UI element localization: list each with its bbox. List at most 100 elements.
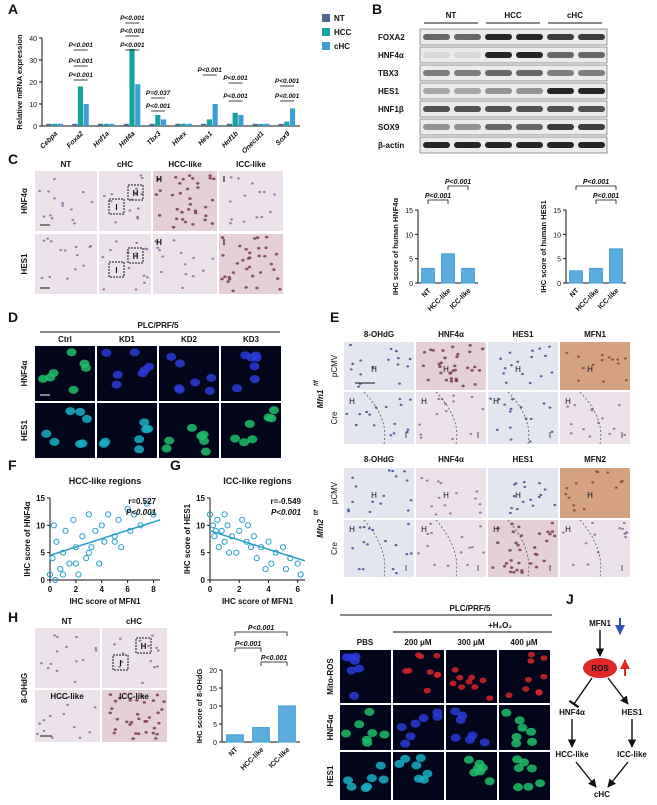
point [88,544,95,551]
cell [135,252,138,255]
cell [134,445,145,454]
column-label: NT [61,160,72,169]
cell [139,174,143,177]
cell [582,428,585,431]
cell [144,719,149,723]
cell [351,500,355,504]
panel-label: J [566,591,574,607]
cell [508,549,512,552]
cell [258,190,262,194]
region-label: H [493,397,499,406]
cell [550,530,555,533]
band [578,142,605,148]
boundary [363,391,386,445]
cell [188,197,192,200]
cell [450,733,461,742]
bar [72,123,78,126]
cell [435,412,439,416]
column-label: KD3 [243,335,260,344]
y-tick-label: 15 [553,208,561,215]
cell [444,409,448,413]
p-value: P<0.001 [197,67,222,74]
bar [278,123,284,126]
point [83,555,90,562]
cell [40,662,43,665]
cell [411,761,422,770]
cell [88,245,92,249]
cell [564,492,568,496]
legend-swatch [322,42,330,50]
band [454,124,481,130]
band [423,106,450,112]
row-label: Mito-ROS [326,658,335,695]
cell [142,274,146,277]
cell [134,732,138,735]
column-label: cHC [117,160,133,169]
cell [512,570,516,574]
cell [135,187,138,190]
point [50,522,57,529]
band [423,124,450,130]
p-value: P=0.037 [146,90,171,97]
point [221,511,228,518]
cell [621,527,625,530]
cell [368,510,372,514]
cell [510,364,513,367]
boundary [579,519,602,578]
cell [450,707,461,716]
band [454,52,481,58]
cell [162,700,166,704]
cell [75,407,86,416]
cell [191,223,195,226]
y-axis-label: IHC score of human HES1 [539,200,548,293]
region-label: H [421,397,427,406]
cell [528,440,532,443]
blot-strip [419,136,608,154]
cell [474,497,477,500]
cell [439,371,443,375]
bar [461,267,475,284]
cell [572,509,576,512]
cell [509,407,513,410]
cell [529,562,533,565]
cell [375,761,386,770]
cell [622,521,626,525]
pathway-arrow [575,761,597,788]
cell [210,198,215,202]
node-label: HES1 [622,708,643,717]
cell [235,262,240,265]
cell [192,256,196,260]
band [423,70,450,76]
cell [537,532,542,535]
inset-label: I [223,238,225,247]
cell [82,264,85,267]
cell [405,732,416,741]
cell [393,422,397,426]
cell [437,496,441,499]
cell [496,541,500,545]
cell [518,548,522,552]
region-label: I [477,431,479,440]
bar [97,123,104,126]
cell [414,652,422,658]
cell [479,677,487,684]
bracket [234,631,288,636]
point [282,565,290,573]
region-label: H [371,491,377,500]
cell [539,375,543,378]
chart-title: HCC-like regions [69,476,142,486]
y-tick-label: 5 [409,257,413,264]
cell [434,513,438,516]
cell [479,738,490,747]
cell [264,246,268,250]
band [423,52,450,58]
cell [354,664,365,673]
point [105,511,112,518]
panel-label: C [8,151,18,167]
cell [247,256,252,260]
cell [187,174,192,178]
cell [573,403,577,407]
y-tick-label: 5 [557,257,561,264]
